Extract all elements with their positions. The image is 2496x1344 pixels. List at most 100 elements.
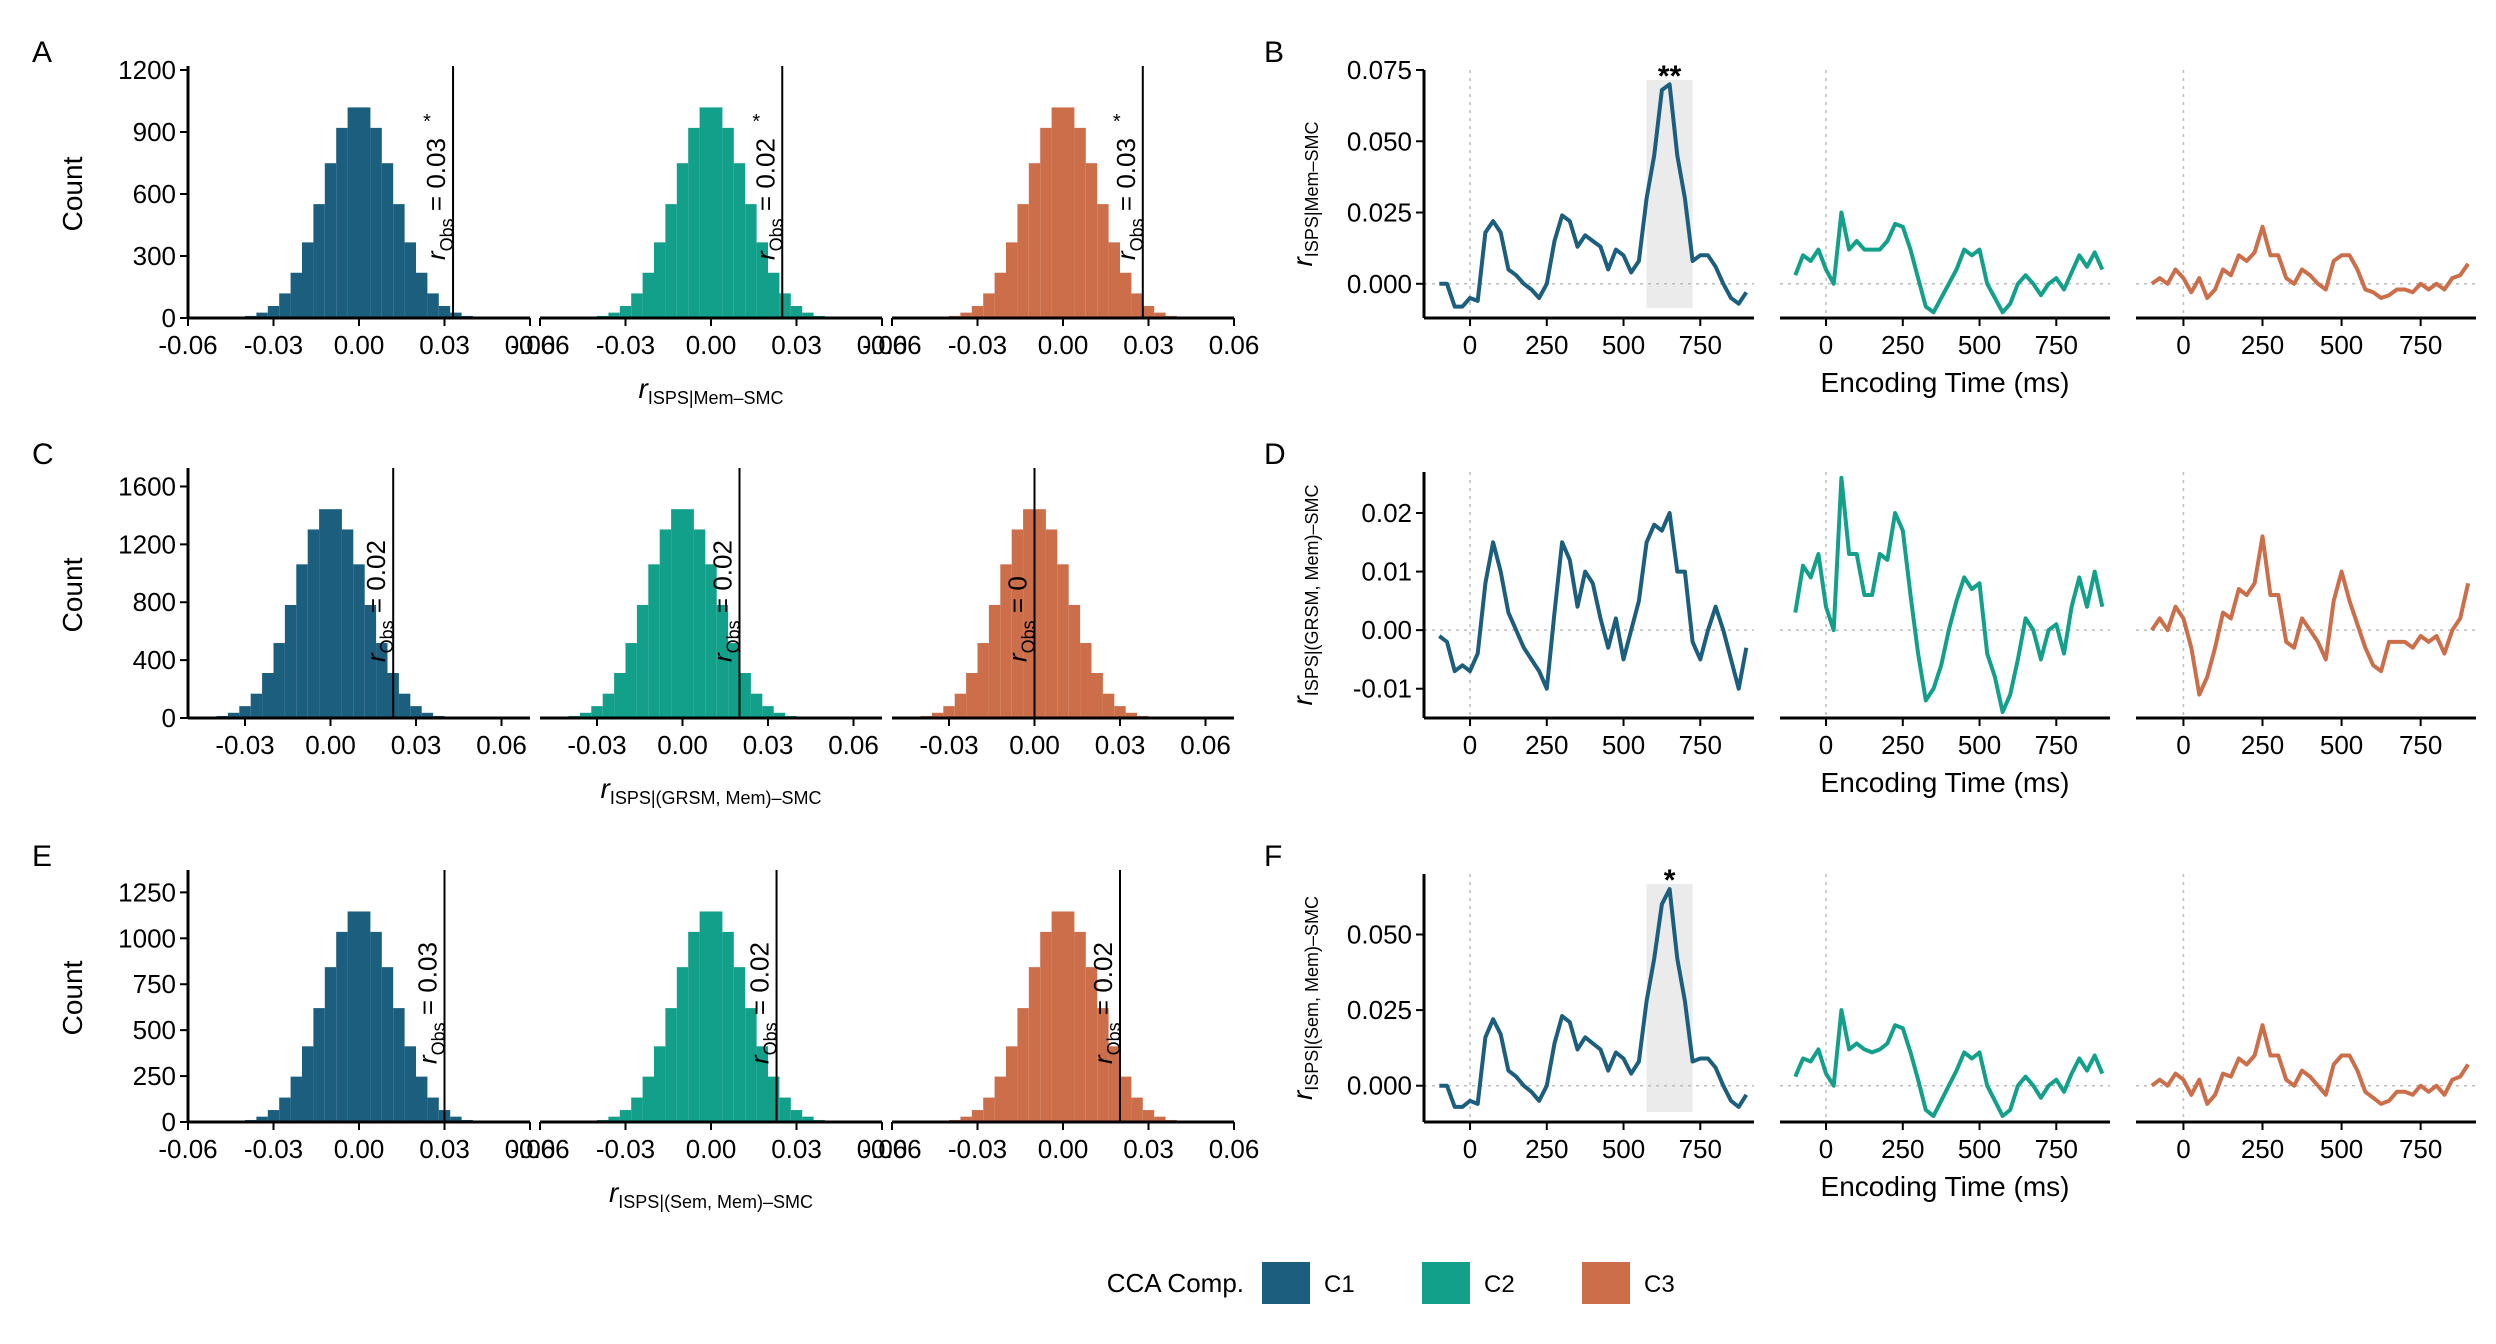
x-tick-label: 0.00 [686, 330, 737, 360]
hist-bar [608, 312, 620, 318]
hist-bar [756, 242, 768, 318]
hist-bar [1028, 967, 1041, 1122]
x-tick-label: 0.00 [334, 330, 385, 360]
hist-bar [773, 712, 786, 718]
hist-bar [671, 509, 683, 718]
x-tick-label: 0.00 [686, 1134, 737, 1164]
x-tick-label: 0.06 [505, 1134, 556, 1164]
observed-value-label: rObs = 0.03 [421, 138, 457, 260]
x-tick-label: 500 [1602, 730, 1645, 760]
hist-bar [1051, 107, 1063, 318]
legend-swatch [1262, 1262, 1310, 1304]
x-tick-label: 750 [2399, 1134, 2442, 1164]
hist-bar [381, 163, 394, 318]
hist-bar [994, 1076, 1006, 1122]
hist-bar [722, 931, 734, 1122]
hist-bar [302, 1046, 314, 1122]
hist-bar [931, 712, 944, 718]
y-axis-title-F: rISPS|(Sem, Mem)–SMC [1287, 896, 1322, 1100]
hist-bar [307, 529, 320, 718]
y-tick-label: 900 [133, 117, 176, 147]
x-tick-label: 0 [1819, 1134, 1833, 1164]
observed-value-label: rObs = 0.02 [1088, 942, 1124, 1064]
hist-bar [1034, 509, 1046, 718]
x-tick-label: -0.06 [510, 330, 569, 360]
x-tick-label: 250 [1881, 1134, 1924, 1164]
hist-bar [756, 1046, 768, 1122]
x-tick-label: 0.00 [1038, 330, 1089, 360]
x-tick-label: 0.00 [305, 730, 356, 760]
hist-bar [960, 1116, 972, 1122]
hist-bar [324, 967, 337, 1122]
legend-label: C2 [1484, 1271, 1515, 1298]
hist-bar [716, 604, 729, 718]
hist-bar [1085, 967, 1098, 1122]
y-tick-label: 800 [133, 587, 176, 617]
hist-bar [619, 1110, 632, 1122]
hist-bar [728, 643, 740, 718]
x-tick-label: 0.03 [419, 1134, 470, 1164]
x-tick-label: 0.00 [657, 730, 708, 760]
hist-bar [602, 693, 615, 718]
hist-bar [994, 272, 1006, 318]
hist-bar [625, 643, 637, 718]
hist-bar [393, 1008, 405, 1122]
x-tick-label: 750 [2035, 330, 2078, 360]
hist-bar [631, 1097, 643, 1122]
hist-bar [404, 1046, 416, 1122]
x-tick-label: 0.03 [1123, 330, 1174, 360]
observed-value-label: rObs = 0.03 [1111, 138, 1147, 260]
x-tick-label: 250 [1525, 330, 1568, 360]
x-tick-label: 0 [2176, 330, 2190, 360]
legend-item-C1: C1 [1262, 1262, 1355, 1304]
x-tick-label: 250 [2241, 330, 2284, 360]
x-tick-label: 750 [2035, 730, 2078, 760]
y-tick-label: 1600 [118, 471, 176, 501]
x-tick-label: 500 [1602, 1134, 1645, 1164]
x-tick-label: 0.00 [1009, 730, 1060, 760]
y-tick-label: 1200 [118, 529, 176, 559]
panel-letter-A: A [32, 36, 52, 69]
legend-title: CCA Comp. [1107, 1268, 1244, 1298]
subpanel-A-C1: 0 300 600 900 1200 -0.06 -0.03 0.00 0.03 0.06 rObs… [118, 55, 555, 360]
hist-bar [1080, 643, 1092, 718]
hist-bar [642, 272, 654, 318]
hist-bar [1114, 706, 1126, 718]
hist-bar [802, 312, 814, 318]
hist-bar [313, 1008, 325, 1122]
hist-bar [619, 306, 632, 318]
hist-bar [579, 712, 592, 718]
x-axis-title-E: rISPS|(Sem, Mem)–SMC [609, 1177, 813, 1212]
x-tick-label: 250 [1525, 1134, 1568, 1164]
hist-bar [347, 107, 359, 318]
x-tick-label: 0 [1819, 330, 1833, 360]
hist-bar [256, 312, 268, 318]
hist-bar [370, 931, 382, 1122]
hist-bar [802, 1116, 814, 1122]
hist-bar [733, 967, 746, 1122]
x-tick-label: -0.03 [244, 1134, 303, 1164]
hist-bar [750, 693, 763, 718]
hist-bar [398, 693, 411, 718]
series-line-C1 [1439, 887, 1748, 1109]
hist-bar [960, 312, 972, 318]
observed-value-label: rObs = 0.02 [361, 540, 397, 662]
hist-bar [1120, 272, 1132, 318]
x-tick-label: -0.03 [244, 330, 303, 360]
y-axis-title-C: Count [57, 557, 88, 632]
hist-bar [659, 529, 672, 718]
hist-bar [1074, 127, 1086, 318]
hist-bar [943, 706, 955, 718]
y-tick-label: 0 [162, 703, 176, 733]
x-tick-label: 0.03 [743, 730, 794, 760]
hist-bar [1120, 1076, 1132, 1122]
x-tick-label: 0.00 [334, 1134, 385, 1164]
hist-bar [1006, 242, 1018, 318]
hist-bar [290, 272, 302, 318]
subpanel-A-C3: -0.06 -0.03 0.00 0.03 0.06 rObs = 0.03 * [862, 66, 1259, 360]
legend-swatch [1422, 1262, 1470, 1304]
hist-bar [1108, 1046, 1120, 1122]
x-tick-label: 750 [2035, 1134, 2078, 1164]
subpanel-B-C2: 0 250 500 750 [1780, 70, 2110, 360]
